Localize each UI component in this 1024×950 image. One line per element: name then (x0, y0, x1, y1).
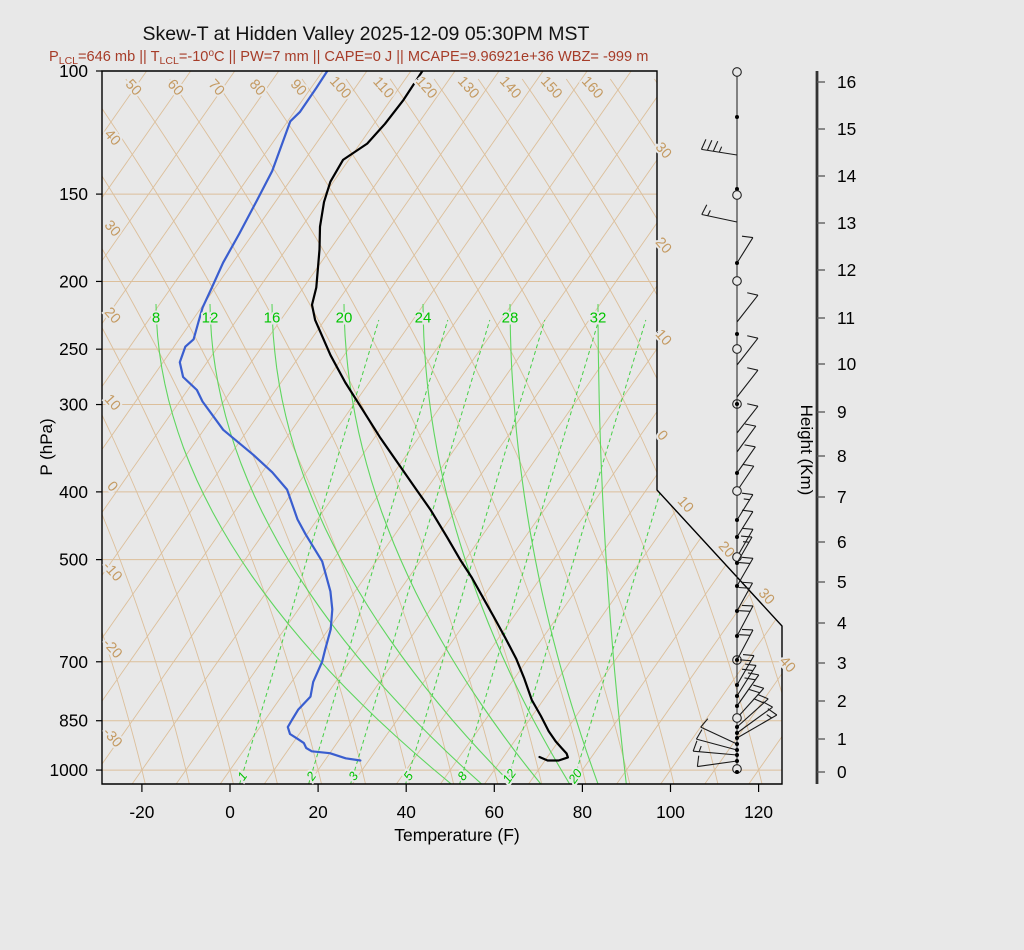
svg-text:0: 0 (225, 802, 235, 822)
pressure-axis-title: P (hPa) (37, 418, 56, 475)
svg-text:12: 12 (837, 260, 856, 280)
svg-text:3: 3 (837, 653, 847, 673)
svg-text:2: 2 (837, 691, 847, 711)
grid-label: 50 (122, 76, 145, 99)
grid-label: 40 (101, 126, 124, 149)
svg-text:60: 60 (485, 802, 504, 822)
svg-text:6: 6 (837, 532, 847, 552)
svg-text:14: 14 (837, 166, 857, 186)
svg-text:1000: 1000 (50, 760, 88, 780)
svg-text:100: 100 (656, 802, 685, 822)
grid-label: 10 (652, 326, 675, 349)
svg-text:16: 16 (837, 72, 856, 92)
svg-text:400: 400 (59, 482, 88, 502)
temperature-axis-title: Temperature (F) (394, 825, 519, 845)
pressure-axis: 100 150 200 250 300 400 500 700 850 1000 (50, 61, 102, 780)
svg-text:40: 40 (397, 802, 416, 822)
grid-label: 0 (103, 478, 120, 495)
temperature-axis: -20 0 20 40 60 80 100 120 (129, 784, 773, 822)
chart-title: Skew-T at Hidden Valley 2025-12-09 05:30… (143, 23, 590, 45)
grid-label: 90 (287, 76, 310, 99)
svg-text:10: 10 (837, 354, 856, 374)
plot-border (101, 70, 783, 785)
grid-label: 150 (537, 73, 565, 102)
height-axis-title: Height (Km) (797, 405, 816, 496)
svg-text:300: 300 (59, 395, 88, 415)
svg-text:120: 120 (744, 802, 773, 822)
grid-label: 30 (101, 217, 124, 240)
grid-label: 1 (235, 769, 250, 783)
svg-text:1: 1 (837, 729, 847, 749)
grid-label: -30 (99, 725, 125, 751)
svg-text:11: 11 (837, 308, 855, 328)
wind-barb-column (692, 67, 778, 774)
pressure-gridlines (102, 193, 782, 771)
moisture-lines (155, 303, 713, 784)
grid-label: 28 (502, 309, 519, 326)
chart-subtitle: PLCL=646 mb || TLCL=-10oC || PW=7 mm || … (49, 48, 648, 67)
grid-label: 60 (164, 76, 187, 99)
grid-label: 5 (401, 769, 416, 783)
grid-label: 0 (653, 427, 670, 444)
grid-label: 130 (454, 73, 482, 102)
svg-text:100: 100 (59, 61, 88, 81)
svg-text:80: 80 (573, 802, 592, 822)
grid-label: 16 (264, 309, 281, 326)
svg-text:15: 15 (837, 119, 856, 139)
svg-text:0: 0 (837, 762, 847, 782)
grid-label: 100 (326, 73, 354, 102)
svg-text:5: 5 (837, 572, 847, 592)
svg-text:4: 4 (837, 613, 847, 633)
svg-text:8: 8 (837, 446, 847, 466)
grid-label: 140 (496, 73, 524, 102)
temperature-curve (310, 71, 569, 762)
svg-text:250: 250 (59, 339, 88, 359)
sounding-curves (101, 70, 783, 785)
moist-adiabat-lines (155, 303, 627, 784)
svg-text:150: 150 (59, 184, 88, 204)
svg-text:-20: -20 (129, 802, 154, 822)
grid-label: 12 (202, 309, 219, 326)
grid-label: -20 (99, 636, 125, 662)
grid-label: 8 (152, 309, 160, 326)
svg-text:200: 200 (59, 271, 88, 291)
grid-label: 32 (590, 309, 607, 326)
svg-text:850: 850 (59, 711, 88, 731)
svg-text:20: 20 (308, 802, 327, 822)
grid-label: 20 (101, 304, 124, 327)
svg-text:500: 500 (59, 550, 88, 570)
svg-text:700: 700 (59, 652, 88, 672)
grid-label: 3 (346, 769, 361, 783)
grid-label: 70 (205, 76, 228, 99)
grid-label: 10 (101, 391, 124, 414)
svg-text:9: 9 (837, 402, 847, 422)
grid-label: 30 (652, 139, 675, 162)
grid-label: 12 (500, 767, 519, 786)
grid-label: 80 (246, 76, 269, 99)
grid-label: 30 (755, 585, 778, 608)
svg-text:13: 13 (837, 213, 856, 233)
grid-label: 24 (415, 309, 432, 326)
grid-label: 20 (336, 309, 353, 326)
grid-label: 40 (776, 653, 799, 676)
dewpoint-curve (178, 71, 362, 762)
grid-label: 20 (652, 234, 675, 257)
svg-text:7: 7 (837, 487, 847, 507)
